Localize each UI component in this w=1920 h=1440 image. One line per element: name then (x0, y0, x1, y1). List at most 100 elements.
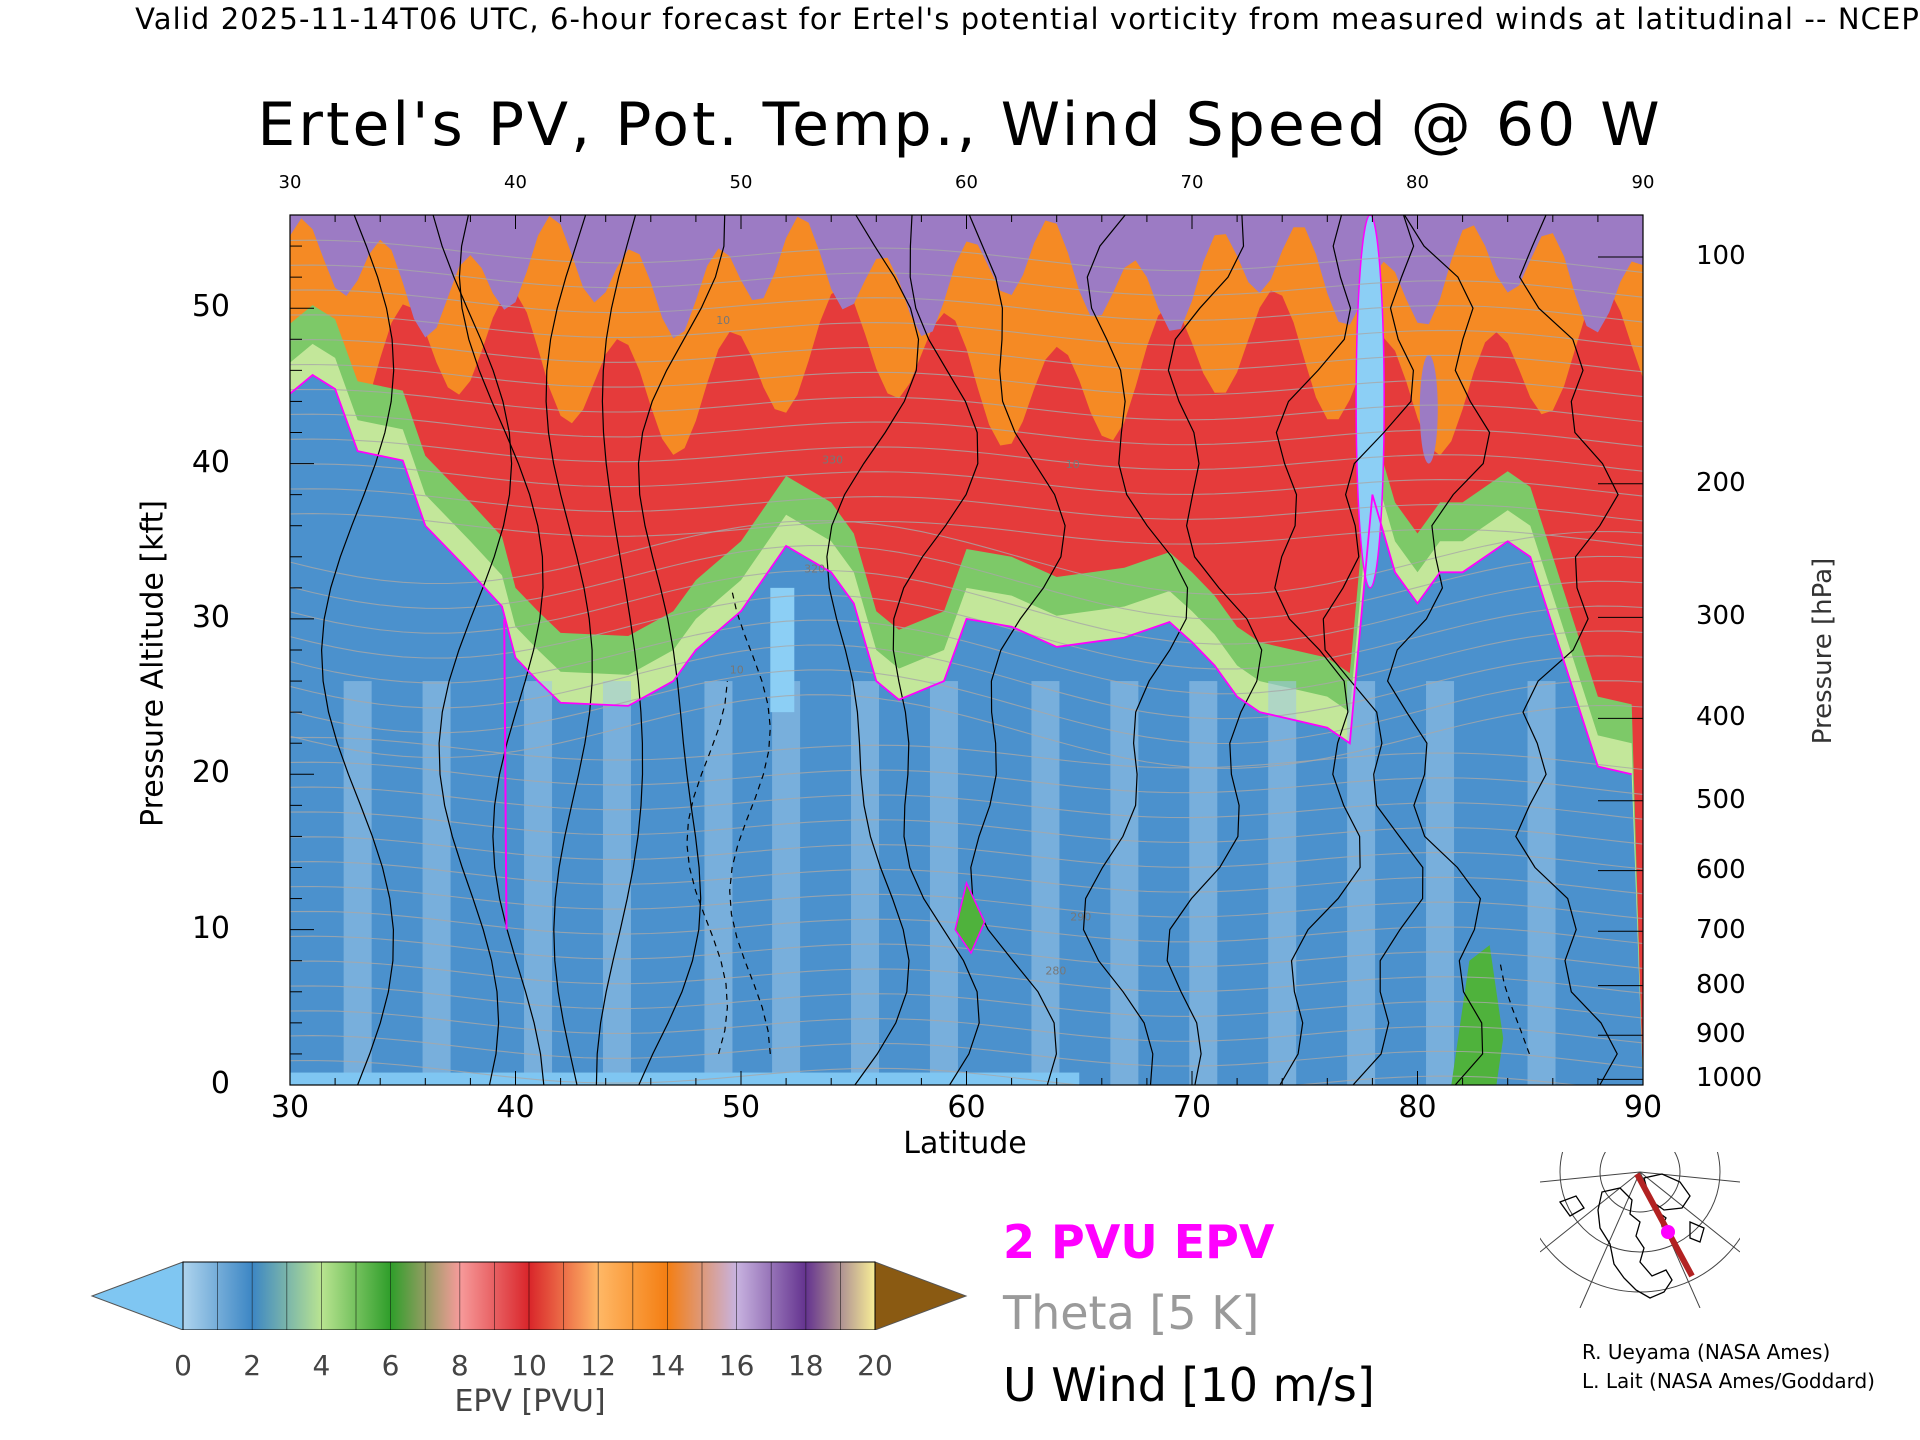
theta-line (290, 619, 1643, 695)
theta-line (290, 264, 1643, 298)
y-tick-label: 40 (191, 444, 230, 480)
top-tick-label: 50 (729, 172, 753, 193)
theta-label: 330 (822, 454, 843, 467)
streak (772, 681, 801, 1085)
theta-line (290, 413, 1643, 447)
streak (704, 681, 733, 1085)
theta-line (290, 935, 1643, 969)
colorbar-tick-label: 8 (450, 1349, 469, 1382)
pressure-tick-label: 700 (1696, 915, 1746, 946)
wind-contour-negative (729, 587, 771, 1054)
x-tick-label: 60 (947, 1090, 986, 1125)
pressure-tick-label: 300 (1696, 601, 1746, 632)
pressure-tick-label: 600 (1696, 854, 1746, 885)
theta-line (290, 545, 1643, 620)
theta-line (290, 289, 1643, 323)
colorbar-tick-label: 16 (718, 1349, 755, 1382)
wind-contour (1515, 215, 1619, 1085)
colorbar-tick-label: 6 (381, 1349, 400, 1382)
x-tick-label: 70 (1172, 1090, 1212, 1125)
streak (1426, 681, 1455, 1085)
theta-line (290, 363, 1643, 398)
wind-contour (545, 215, 593, 1085)
theta-line (290, 388, 1643, 423)
chart-title: Ertel's PV, Pot. Temp., Wind Speed @ 60 … (257, 90, 1663, 160)
theta-line (290, 761, 1643, 795)
theta-label: 10 (730, 663, 744, 676)
y-tick-label: 50 (191, 289, 230, 325)
wind-contour (637, 215, 726, 1085)
streak (524, 681, 553, 1085)
theta-line (290, 488, 1643, 522)
theta-label: 290 (1070, 910, 1091, 923)
y2-axis-label: Pressure [hPa] (1808, 557, 1838, 745)
legend-2pvu: 2 PVU EPV (1003, 1215, 1275, 1269)
top-tick-label: 70 (1180, 172, 1204, 193)
theta-line (290, 811, 1643, 845)
top-tick-label: 90 (1631, 172, 1655, 193)
wind-contour (1274, 215, 1361, 1085)
top-tick-label: 40 (504, 172, 527, 193)
x-tick-label: 50 (721, 1090, 761, 1125)
theta-line (290, 786, 1643, 820)
streak (343, 681, 372, 1085)
theta-line (290, 239, 1643, 273)
light-cell (770, 587, 795, 713)
surface-strip (290, 1072, 1080, 1085)
pv-2pvu-line (290, 373, 1632, 776)
theta-line (290, 314, 1643, 348)
streak (851, 681, 880, 1085)
colorbar-over (874, 1261, 968, 1330)
wind-contour-negative (686, 681, 729, 1055)
theta-line (290, 861, 1643, 895)
wind-contour (432, 215, 513, 1085)
pressure-tick-label: 1000 (1696, 1063, 1763, 1094)
theta-label: 10 (1066, 458, 1080, 471)
colorbar-tick-label: 4 (312, 1349, 331, 1382)
colorbar-tick-label: 0 (174, 1349, 192, 1382)
wind-contour (968, 215, 1066, 1085)
theta-label: 320 (804, 562, 825, 575)
colorbar-tick-label: 18 (787, 1349, 824, 1382)
streak (1189, 681, 1218, 1085)
theta-line (290, 513, 1643, 547)
legend-uwind: U Wind [10 m/s] (1003, 1358, 1375, 1412)
pressure-tick-label: 500 (1696, 784, 1746, 815)
pressure-tick-label: 900 (1696, 1019, 1746, 1050)
top-tick-label: 30 (278, 172, 302, 193)
x-tick-label: 40 (496, 1090, 535, 1125)
pv-2pvu-line (503, 618, 508, 930)
streak (1347, 681, 1376, 1085)
wind-contour (826, 215, 920, 1085)
top-tick-label: 80 (1406, 172, 1429, 193)
x-axis-label: Latitude (903, 1126, 1027, 1161)
colorbar-tick-label: 20 (857, 1349, 893, 1382)
colorbar-label: EPV [PVU] (454, 1384, 606, 1419)
y-tick-label: 0 (210, 1066, 230, 1101)
streak (929, 681, 958, 1085)
pressure-tick-label: 800 (1696, 969, 1746, 1000)
streak (422, 681, 451, 1085)
theta-line (290, 569, 1643, 645)
top-tick-label: 60 (955, 172, 978, 193)
theta-line (290, 669, 1643, 745)
colorbar-frame (182, 1261, 876, 1330)
credit-2: L. Lait (NASA Ames/Goddard) (1582, 1369, 1875, 1393)
y-tick-label: 20 (191, 755, 230, 791)
streak (1268, 681, 1297, 1085)
colorbar-tick-label: 14 (649, 1349, 686, 1382)
legend-theta: Theta [5 K] (1003, 1286, 1260, 1340)
theta-line (290, 985, 1643, 1019)
pressure-tick-label: 100 (1696, 240, 1746, 271)
theta-label: 280 (1045, 965, 1066, 978)
pv-2pvu-blob (954, 880, 986, 955)
pressure-tick-label: 200 (1696, 467, 1746, 498)
credit-1: R. Ueyama (NASA Ames) (1582, 1340, 1831, 1364)
wind-contour (1322, 215, 1424, 1085)
theta-line (290, 463, 1643, 497)
purple-anomaly (1419, 354, 1438, 464)
wind-contour-negative (1499, 960, 1530, 1055)
location-map-icon (1540, 1152, 1740, 1308)
x-tick-label: 80 (1398, 1090, 1437, 1125)
wind-contour (595, 215, 644, 1085)
